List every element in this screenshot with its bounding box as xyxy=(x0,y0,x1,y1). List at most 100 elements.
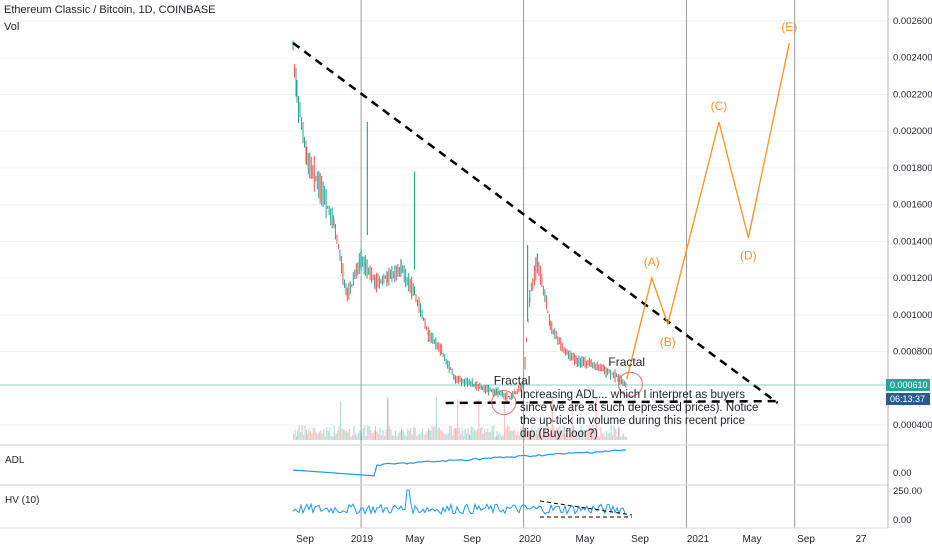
volume-bar xyxy=(624,436,626,440)
volume-bar xyxy=(333,425,335,440)
volume-bar xyxy=(387,396,389,440)
volume-bar xyxy=(553,426,555,440)
volume-bar xyxy=(481,426,483,440)
volume-bar xyxy=(472,427,474,440)
volume-bar xyxy=(396,436,398,440)
volume-bar xyxy=(455,428,457,440)
volume-bar xyxy=(453,428,455,440)
volume-bar xyxy=(434,425,436,440)
fractal-label: Fractal xyxy=(608,355,645,369)
volume-bar xyxy=(577,435,579,440)
volume-bar xyxy=(304,425,306,440)
volume-bar xyxy=(339,401,342,440)
x-tick-label: 2021 xyxy=(687,534,710,545)
volume-bar xyxy=(505,428,507,440)
volume-bar xyxy=(364,425,366,440)
volume-bar xyxy=(297,430,299,440)
volume-bar xyxy=(399,431,401,440)
volume-bar xyxy=(613,425,615,440)
adl-label: ADL xyxy=(5,455,25,466)
trendlines xyxy=(292,42,779,405)
x-tick-label: May xyxy=(406,534,425,545)
volume-bar xyxy=(440,429,442,440)
volume-bar xyxy=(470,426,472,440)
volume-bar xyxy=(595,398,597,440)
volume-bar xyxy=(385,429,387,440)
volume-bar xyxy=(425,434,427,440)
volume-bar xyxy=(565,432,567,440)
volume-bar xyxy=(419,434,421,440)
volume-bar xyxy=(379,427,381,440)
volume-bar xyxy=(306,429,308,440)
volume-bar xyxy=(300,431,302,440)
volume-bar xyxy=(603,433,605,440)
volume-bar xyxy=(587,431,590,440)
annotation-text: Increasing ADL... which I interpret as b… xyxy=(520,389,745,401)
volume-bar xyxy=(397,433,400,440)
y-tick-label: 0.000400 xyxy=(893,420,932,431)
annotation-text: dip (Buy floor?) xyxy=(520,428,598,440)
volume-bar xyxy=(559,426,561,440)
volume-bar xyxy=(408,430,410,440)
volume-bar xyxy=(329,427,331,440)
volume-bar xyxy=(562,426,564,440)
wave-label: (D) xyxy=(740,249,757,263)
countdown-tag: 06:13:37 xyxy=(886,393,930,405)
volume-bar xyxy=(494,436,496,440)
volume-bar xyxy=(318,431,320,440)
volume-bar xyxy=(511,430,513,440)
volume-bar xyxy=(570,434,572,440)
volume-bar xyxy=(564,433,566,440)
hv-tick-label: 250.00 xyxy=(893,486,922,497)
volume-bar xyxy=(359,430,361,440)
y-tick-label: 0.002000 xyxy=(893,126,932,137)
volume-bar xyxy=(368,425,370,440)
vertical-markers xyxy=(360,0,796,528)
volume-bar xyxy=(537,427,539,440)
volume-bar xyxy=(356,435,358,440)
volume-bar xyxy=(327,431,329,440)
volume-bar xyxy=(515,435,517,440)
volume-bar xyxy=(589,427,591,440)
adl-tick-label: 0.00 xyxy=(893,468,912,479)
volume-bar xyxy=(612,434,614,440)
volume-bar xyxy=(622,433,625,440)
volume-bar xyxy=(341,428,343,440)
volume-bar xyxy=(540,425,542,440)
x-tick-label: 27 xyxy=(855,534,867,545)
volume-bar xyxy=(371,432,373,440)
volume-bar xyxy=(317,433,319,440)
volume-bar xyxy=(441,431,443,440)
price-candles xyxy=(292,40,627,401)
x-tick-label: 2019 xyxy=(351,534,374,545)
volume-bar xyxy=(452,435,454,440)
volume-bar xyxy=(426,431,428,440)
volume-bar xyxy=(365,435,367,440)
volume-bar xyxy=(493,425,495,440)
volume-bar xyxy=(563,427,565,440)
volume-bar xyxy=(586,432,588,440)
fractal-circle xyxy=(617,371,643,397)
wave-label: (B) xyxy=(660,335,676,349)
volume-bar xyxy=(512,430,514,440)
volume-bar xyxy=(606,430,608,440)
volume-bar xyxy=(529,430,532,440)
volume-bar xyxy=(479,427,481,440)
volume-bar xyxy=(528,430,530,440)
volume-bar xyxy=(377,434,380,440)
volume-bar xyxy=(597,435,599,440)
volume-bar xyxy=(567,435,569,440)
volume-bar xyxy=(388,426,391,440)
hv-line xyxy=(292,489,626,516)
volume-bar xyxy=(360,432,363,440)
volume-bar xyxy=(443,433,445,440)
volume-bar xyxy=(487,428,489,440)
x-tick-label: May xyxy=(743,534,762,545)
volume-bar xyxy=(573,425,575,440)
volume-bar xyxy=(621,434,623,440)
volume-bar xyxy=(324,436,326,440)
wave-label: (A) xyxy=(644,255,660,269)
volume-bar xyxy=(312,427,314,440)
volume-bar xyxy=(405,436,407,440)
